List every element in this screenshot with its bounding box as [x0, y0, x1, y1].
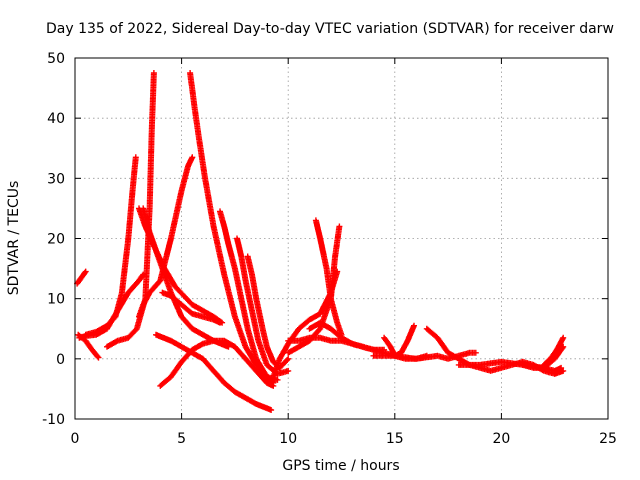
data-point-markers: [159, 289, 223, 326]
series-arc-26: [519, 343, 567, 371]
data-point-markers: [76, 271, 147, 341]
series-arc-03: [82, 154, 139, 338]
series-arc-10: [159, 289, 223, 326]
data-point-markers: [74, 268, 89, 287]
y-tick-label: 50: [47, 51, 65, 67]
x-tick-label: 20: [492, 431, 510, 447]
series-arc-08: [140, 205, 232, 350]
tick-layer: 0 5 10 15 20 25 -10 0 10 20 30 40 50: [42, 51, 617, 447]
x-tick-label: 25: [599, 431, 617, 447]
data-point-markers: [187, 70, 277, 386]
data-point-markers: [82, 154, 139, 338]
series-arc-05: [76, 271, 147, 341]
data-point-markers: [519, 343, 567, 371]
x-axis-label: GPS time / hours: [282, 458, 399, 474]
y-tick-label: 40: [47, 111, 65, 127]
series-arc-09: [187, 70, 277, 386]
x-tick-label: 10: [279, 431, 297, 447]
series-arc-01: [74, 268, 89, 287]
x-tick-label: 0: [71, 431, 80, 447]
series-arc-12: [157, 337, 277, 389]
series-arc-14: [234, 235, 292, 377]
y-tick-label: -10: [42, 412, 65, 428]
grid-layer: [75, 58, 608, 419]
data-point-markers: [217, 208, 281, 383]
x-tick-label: 5: [177, 431, 186, 447]
chart-title: Day 135 of 2022, Sidereal Day-to-day VTE…: [46, 21, 614, 37]
y-axis-label: SDTVAR / TECUs: [6, 181, 22, 296]
y-tick-label: 0: [56, 352, 65, 368]
y-tick-label: 30: [47, 171, 65, 187]
x-tick-label: 15: [386, 431, 404, 447]
y-tick-label: 20: [47, 232, 65, 248]
data-point-markers: [234, 235, 292, 377]
series-arc-11: [153, 331, 275, 413]
series-arc-13: [217, 208, 281, 383]
data-marks-layer: [74, 70, 567, 413]
data-point-markers: [140, 205, 232, 350]
y-tick-label: 10: [47, 292, 65, 308]
data-point-markers: [157, 337, 277, 389]
data-point-markers: [153, 331, 275, 413]
